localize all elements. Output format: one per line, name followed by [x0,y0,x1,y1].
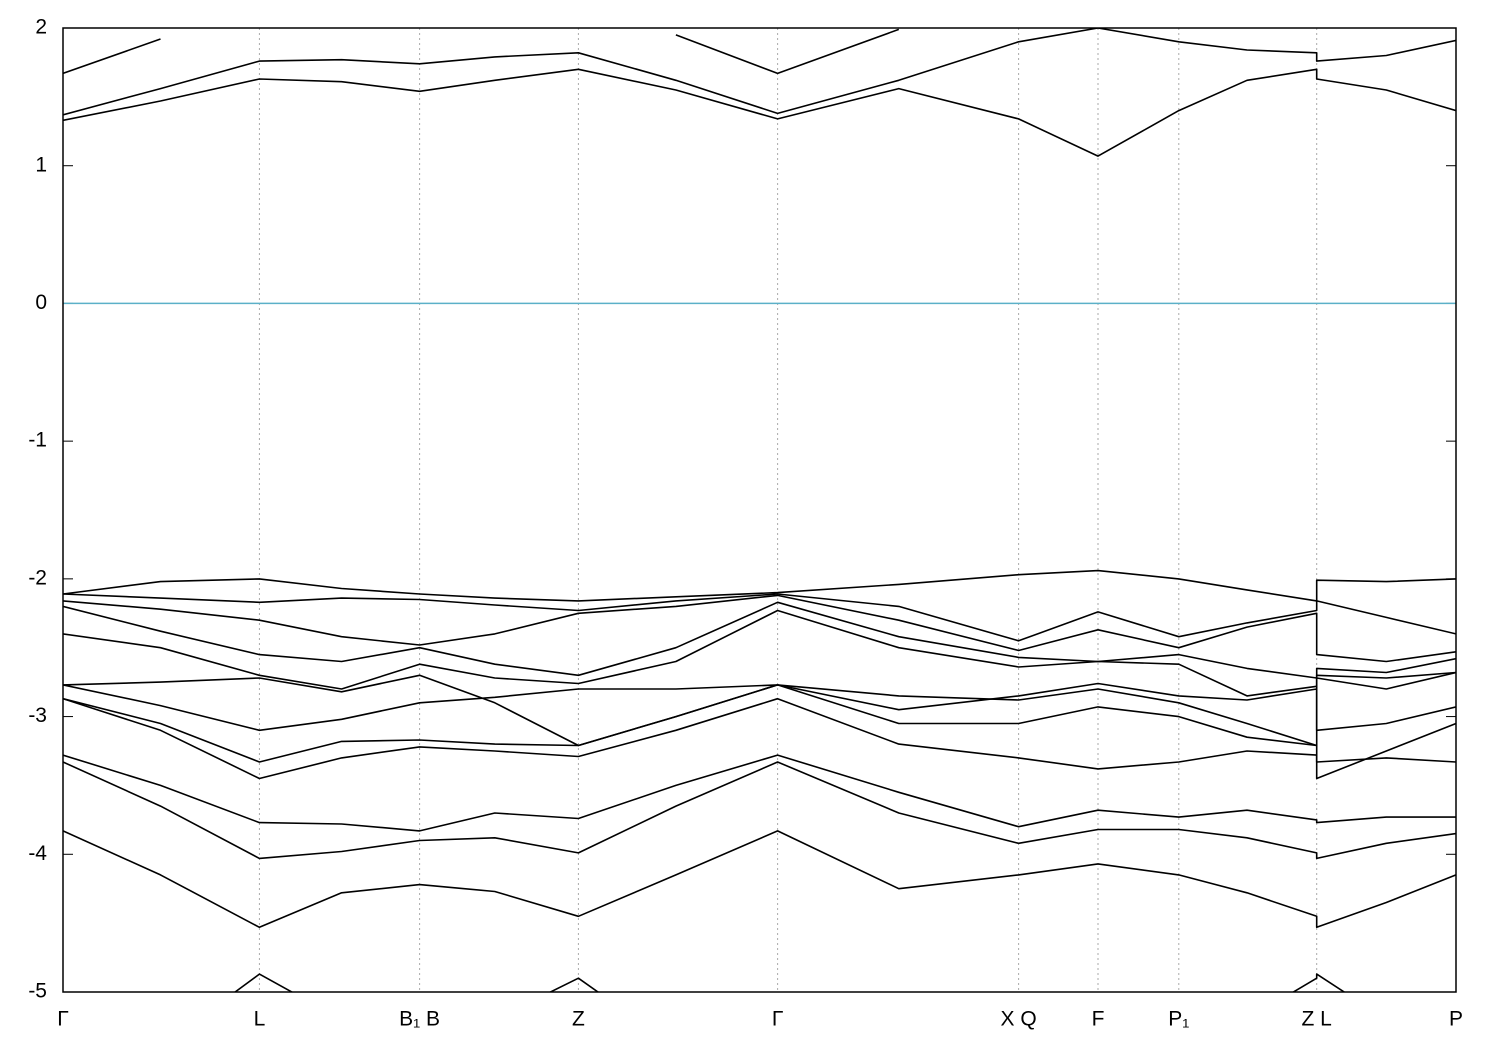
x-tick-label: Γ [772,1008,784,1031]
band-line [63,601,1456,679]
band-line [63,593,1456,642]
band-line [233,973,1346,992]
x-tick-label: Z [572,1008,585,1031]
band-line [63,682,1456,732]
y-tick-label: -5 [28,980,47,1003]
band-line [63,684,1456,763]
band-line [63,594,1456,663]
y-tick-label: -3 [28,704,47,727]
x-tick-label: P [1449,1008,1463,1031]
x-tick-label: B₁ B [399,1008,440,1031]
x-tick-label: Z L [1302,1008,1332,1031]
x-tick-label: X Q [1001,1008,1037,1031]
y-tick-label: 1 [35,153,47,176]
band-line [63,569,1456,602]
band-line [63,28,900,75]
band-line [63,68,1456,157]
plot-area [63,28,1456,992]
x-tick-label: L [254,1008,266,1031]
band-line [63,671,1456,747]
band-line [63,830,1456,929]
grid [62,27,1457,993]
y-tick-label: -1 [28,429,47,452]
band-line [63,28,1456,116]
labels: -5 -4 -3 -2 -1 0 1 2 Γ L B₁ B Z Γ X Q F P₁ Z L P [28,16,1463,1031]
y-tick-label: 2 [35,16,47,39]
y-tick-label: -2 [28,566,47,589]
y-tick-label: -4 [28,842,47,865]
band-line [63,761,1456,860]
x-tick-label: Γ [57,1008,69,1031]
y-tick-label: 0 [35,291,47,314]
x-tick-label: P₁ [1168,1008,1189,1031]
band-line [63,697,1456,780]
band-line [63,754,1456,832]
plot-frame [62,27,1457,993]
x-tick-label: F [1092,1008,1105,1031]
